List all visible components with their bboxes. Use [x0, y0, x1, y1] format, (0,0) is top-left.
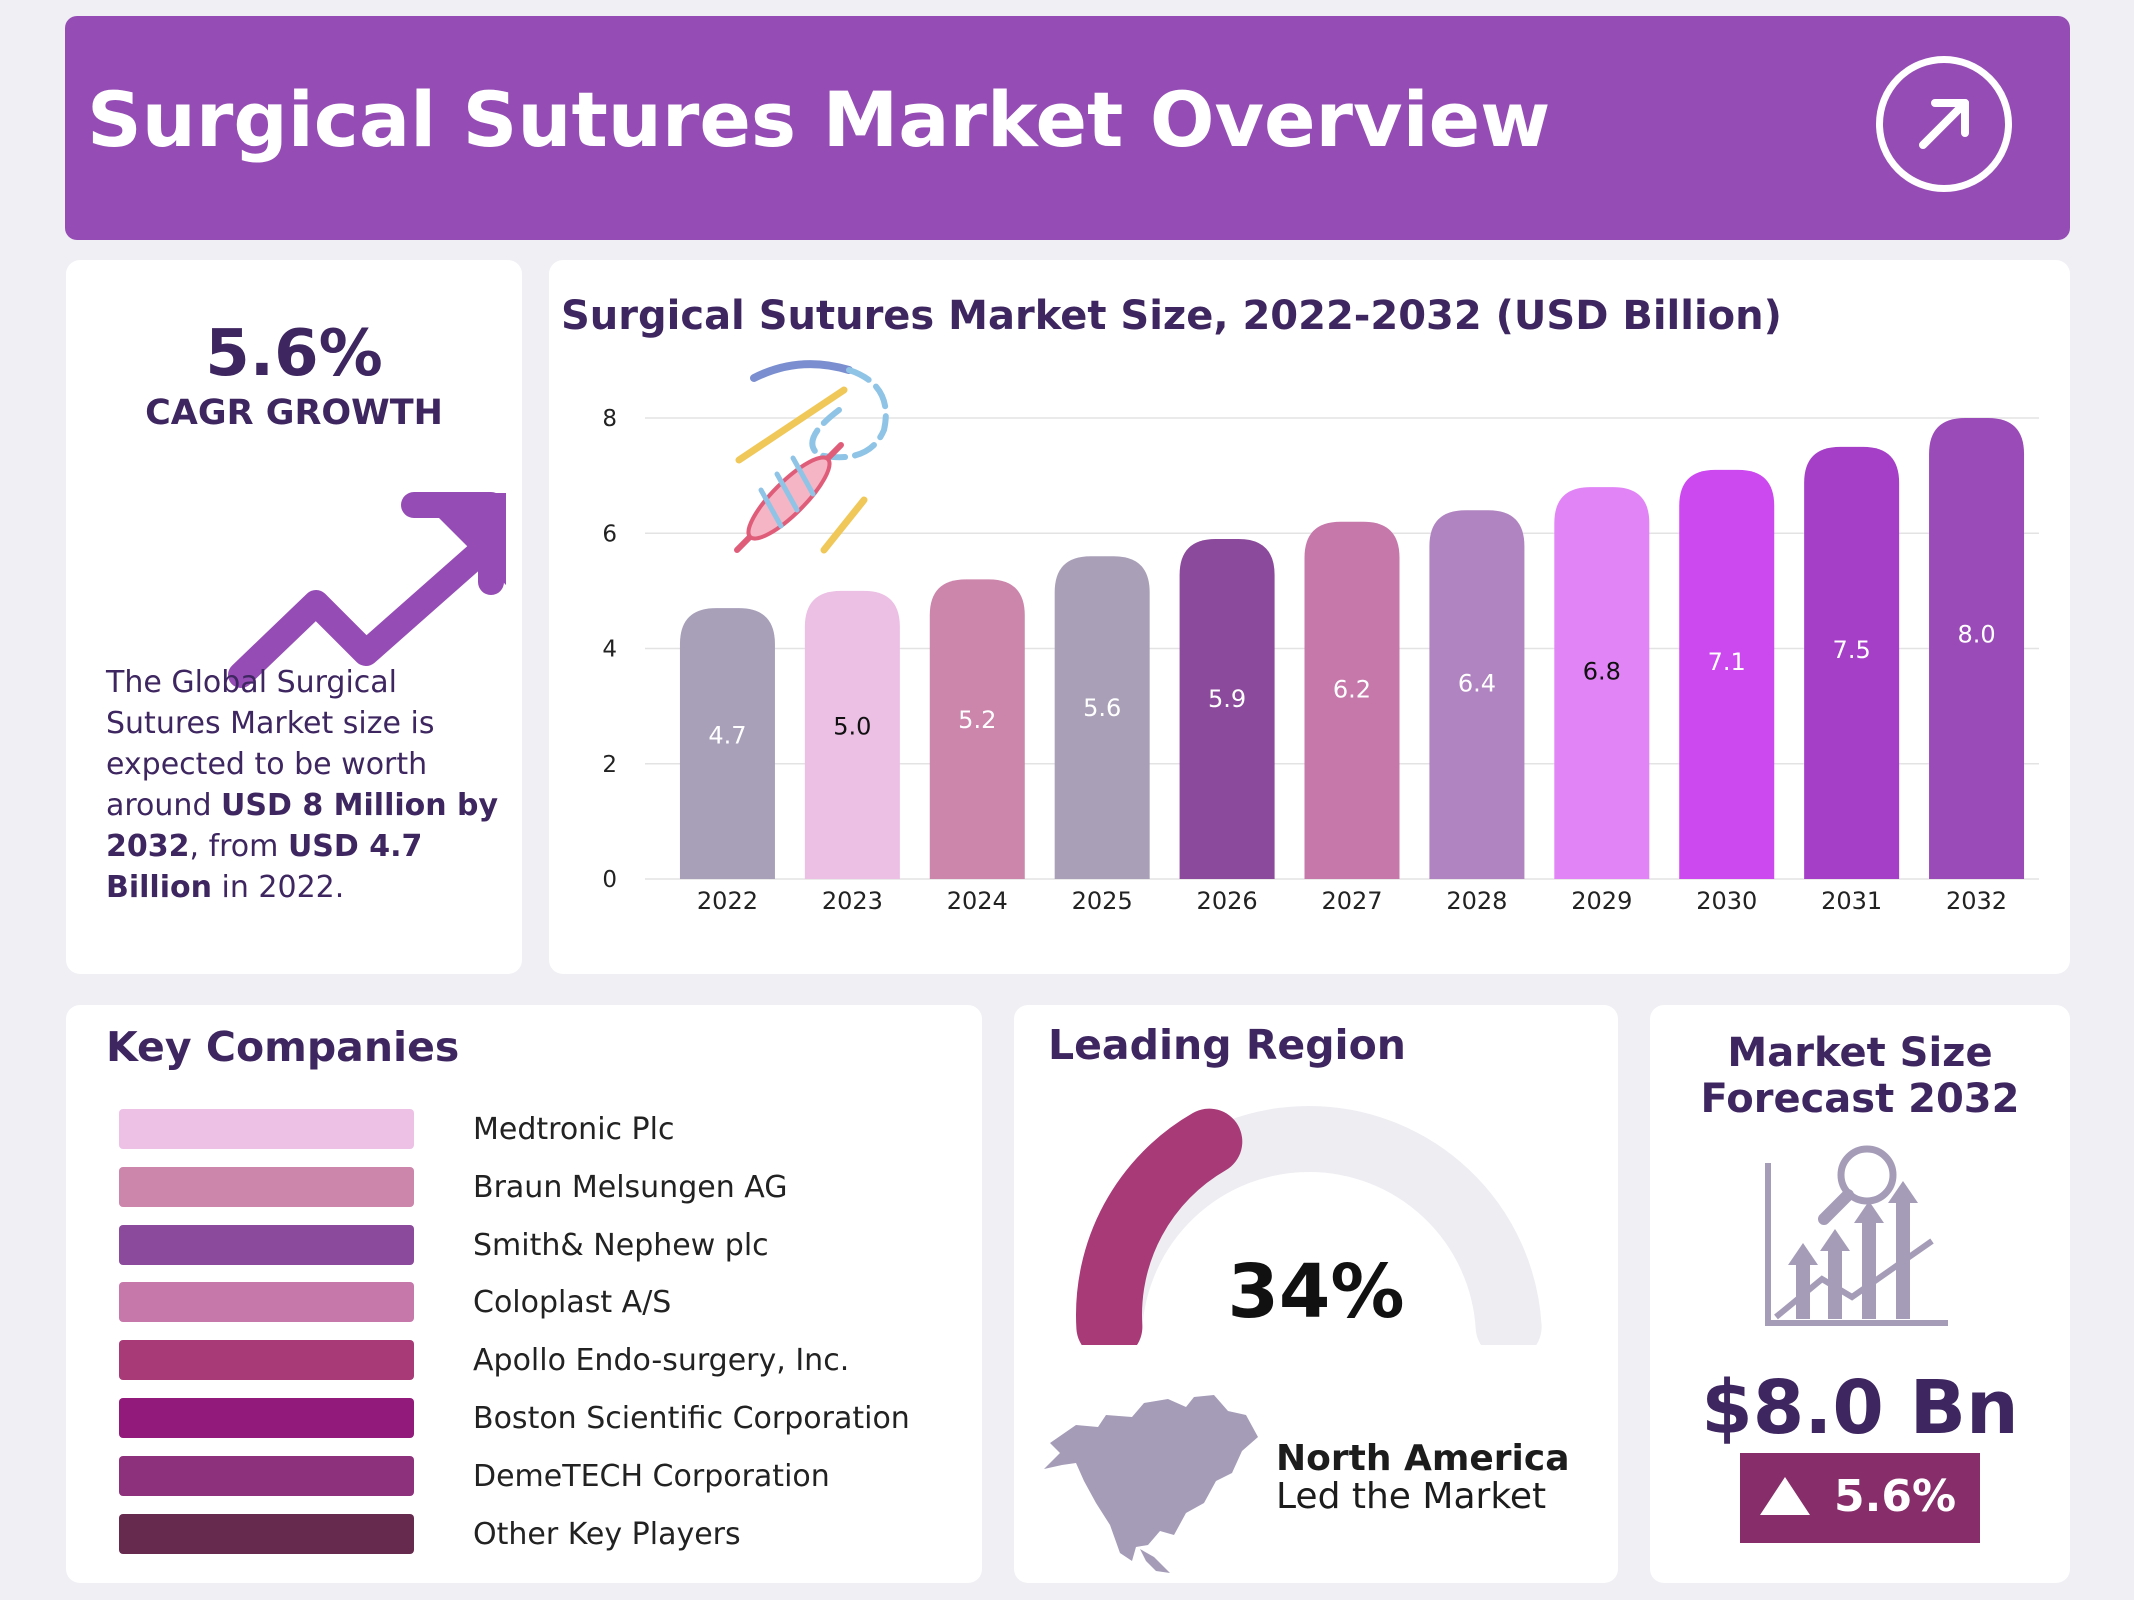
- bar-2029: [1554, 487, 1650, 879]
- region-name: North America: [1276, 1438, 1570, 1479]
- bar-2022: [679, 608, 775, 879]
- region-share-gauge: [1076, 1106, 1542, 1345]
- y-tick-label: 0: [602, 867, 617, 893]
- market-size-chart-panel: Surgical Sutures Market Size, 2022-2032 …: [549, 260, 2070, 974]
- company-name: Apollo Endo-surgery, Inc.: [473, 1343, 850, 1378]
- forecast-growth: 5.6%: [1834, 1471, 1957, 1522]
- company-swatch: [119, 1340, 414, 1380]
- desc-text: , from: [189, 829, 288, 864]
- bar-2026: [1179, 539, 1275, 879]
- company-name: Braun Melsungen AG: [473, 1170, 788, 1205]
- cagr-description: The Global Surgical Sutures Market size …: [106, 662, 506, 908]
- company-swatch: [119, 1282, 414, 1322]
- bar-value-label: 5.9: [1208, 685, 1246, 713]
- x-tick-label: 2024: [947, 887, 1008, 915]
- y-tick-label: 4: [602, 637, 617, 663]
- market-forecast-panel: Market Size Forecast 2032 $8.0 Bn 5.6%: [1650, 1005, 2070, 1583]
- desc-highlight-forecast: USD 8 Million by 2032: [106, 788, 499, 864]
- company-swatch: [119, 1167, 414, 1207]
- y-tick-label: 6: [602, 521, 617, 547]
- bar-value-label: 7.1: [1708, 648, 1746, 676]
- bar-value-label: 6.8: [1583, 657, 1621, 685]
- suture-needle-illustration: [734, 360, 889, 554]
- north-america-map-icon: [1044, 1395, 1258, 1573]
- up-triangle-icon: [1760, 1477, 1810, 1515]
- desc-text: The Global Surgical Sutures Market size …: [106, 665, 435, 823]
- company-name: Other Key Players: [473, 1517, 741, 1552]
- trend-up-arrow-icon: [228, 492, 506, 688]
- company-name: Smith& Nephew plc: [473, 1228, 769, 1263]
- bar-2028: [1429, 510, 1525, 879]
- leading-region-panel: Leading Region 34% North America Led the…: [1014, 1005, 1618, 1583]
- x-tick-label: 2026: [1197, 887, 1258, 915]
- key-companies-panel: Key Companies Medtronic Plc Braun Melsun…: [66, 1005, 982, 1583]
- company-name: Coloplast A/S: [473, 1285, 672, 1320]
- x-tick-label: 2022: [697, 887, 758, 915]
- forecast-value: $8.0 Bn: [1701, 1365, 2019, 1451]
- desc-highlight-base: USD 4.7 Billion: [106, 829, 423, 905]
- x-tick-label: 2028: [1446, 887, 1507, 915]
- company-swatch: [119, 1225, 414, 1265]
- bar-value-label: 4.7: [708, 721, 746, 749]
- cagr-panel: 5.6% CAGR GROWTH The Global Surgical Sut…: [66, 260, 522, 974]
- cagr-label: CAGR GROWTH: [145, 393, 443, 433]
- bar-2031: [1804, 446, 1900, 879]
- y-tick-label: 8: [602, 406, 617, 432]
- company-swatch: [119, 1109, 414, 1149]
- company-swatch: [119, 1398, 414, 1438]
- growth-chart-magnifier-icon: [1765, 1145, 1948, 1326]
- growth-badge: 5.6%: [1740, 1453, 1980, 1543]
- gauge-fill: [1076, 1108, 1243, 1345]
- leading-region-title: Leading Region: [1048, 1021, 1406, 1069]
- x-tick-label: 2030: [1696, 887, 1757, 915]
- company-name: Medtronic Plc: [473, 1112, 675, 1147]
- chart-title: Surgical Sutures Market Size, 2022-2032 …: [561, 293, 1782, 339]
- arrow-up-right-icon[interactable]: [1876, 56, 2012, 192]
- bar-2023: [804, 590, 900, 879]
- bar-value-label: 7.5: [1833, 636, 1871, 664]
- company-name: DemeTECH Corporation: [473, 1459, 830, 1494]
- region-share-percent: 34%: [1227, 1249, 1405, 1335]
- arrow-up-right-glyph: [1919, 99, 1969, 149]
- forecast-title: Market Size Forecast 2032: [1700, 1030, 2020, 1122]
- bar-value-label: 8.0: [1957, 621, 1995, 649]
- company-swatch: [119, 1456, 414, 1496]
- bar-value-label: 5.2: [958, 706, 996, 734]
- x-tick-label: 2027: [1321, 887, 1382, 915]
- x-tick-label: 2029: [1571, 887, 1632, 915]
- bar-2025: [1054, 556, 1150, 879]
- region-subtitle: Led the Market: [1276, 1476, 1547, 1517]
- x-tick-label: 2023: [822, 887, 883, 915]
- bar-value-label: 6.2: [1333, 676, 1371, 704]
- bar-value-label: 5.0: [833, 712, 871, 740]
- bar-2032: [1929, 418, 2025, 879]
- x-tick-label: 2031: [1821, 887, 1882, 915]
- y-tick-label: 2: [602, 752, 617, 778]
- company-swatch: [119, 1514, 414, 1554]
- page-title: Surgical Sutures Market Overview: [87, 75, 1551, 164]
- key-companies-title: Key Companies: [106, 1023, 460, 1071]
- cagr-value: 5.6%: [205, 317, 383, 391]
- bar-2030: [1679, 469, 1775, 879]
- header-banner: Surgical Sutures Market Overview: [65, 16, 2070, 240]
- x-tick-label: 2032: [1946, 887, 2007, 915]
- bar-value-label: 5.6: [1083, 694, 1121, 722]
- company-name: Boston Scientific Corporation: [473, 1401, 910, 1436]
- x-tick-label: 2025: [1072, 887, 1133, 915]
- desc-text: in 2022.: [211, 870, 345, 905]
- bar-2027: [1304, 521, 1400, 879]
- bar-value-label: 6.4: [1458, 670, 1496, 698]
- bar-2024: [929, 579, 1025, 879]
